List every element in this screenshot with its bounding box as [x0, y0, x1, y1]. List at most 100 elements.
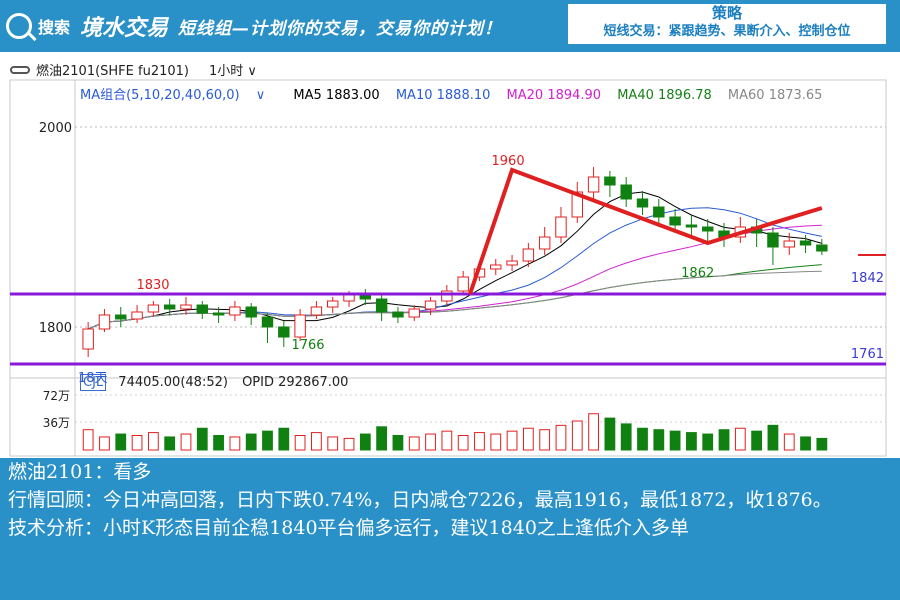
volume-bar — [539, 429, 551, 451]
ma-line — [88, 270, 822, 330]
candle-body — [229, 306, 241, 316]
candle-body — [343, 294, 355, 302]
header-banner: 搜索 境水交易 短线组—计划你的交易，交易你的计划！ 策略 短线交易：紧跟趋势、… — [0, 0, 900, 52]
volume-bar — [816, 437, 828, 451]
candle-body — [490, 264, 502, 270]
volume-bar — [718, 429, 730, 451]
candle-body — [180, 304, 192, 310]
volume-bar — [653, 429, 665, 451]
low-label: 1766 — [291, 338, 324, 353]
candle-body — [538, 236, 551, 250]
right-support-label: 1842 — [851, 271, 884, 286]
volume-bar — [262, 430, 273, 451]
y-tick-label: 1800 — [39, 321, 72, 336]
volume-bar — [392, 435, 404, 451]
ma-group-select[interactable]: MA组合(5,10,20,40,60,0) ∨ — [80, 88, 277, 103]
candle-body — [441, 290, 453, 302]
volume-bar — [408, 436, 420, 451]
volume-bar — [343, 437, 355, 451]
ma5-label: MA5 1883.00 — [293, 88, 380, 103]
candle-body — [555, 216, 567, 238]
volume-bar — [702, 433, 714, 451]
volume-legend: CJL 74405.00(48:52) OPID 292867.00 — [80, 374, 349, 391]
candle-body — [718, 230, 730, 238]
y-tick-label: 2000 — [39, 121, 72, 136]
ma-line — [88, 191, 822, 330]
candle-body — [375, 298, 388, 313]
candle-body — [702, 226, 714, 232]
volume-bar — [213, 435, 224, 451]
candle-body — [620, 184, 632, 200]
opid-value: OPID 292867.00 — [242, 375, 349, 390]
volume-bar — [311, 432, 322, 451]
slogan: 短线组—计划你的交易，交易你的计划！ — [178, 19, 502, 39]
volume-bar — [359, 433, 371, 451]
ma-legend: MA组合(5,10,20,40,60,0) ∨ MA5 1883.00 MA10… — [80, 84, 834, 103]
volume-bar — [751, 430, 763, 451]
candle-body — [163, 304, 176, 310]
volume-bar — [457, 435, 469, 451]
volume-bar — [637, 427, 648, 451]
candle-body — [327, 300, 339, 308]
ma-line — [88, 207, 822, 330]
ma20-label: MA20 1894.90 — [506, 88, 602, 103]
link-icon[interactable] — [10, 65, 30, 74]
recent-low-label: 1862 — [681, 266, 714, 281]
candle-body — [506, 260, 518, 266]
volume-bar — [425, 433, 436, 451]
volume-bar — [82, 429, 94, 451]
volume-bar — [783, 433, 795, 451]
volume-bar — [620, 423, 632, 451]
candle-body — [294, 314, 306, 338]
ma-line — [88, 224, 822, 330]
candle-body — [816, 244, 828, 252]
volume-bar — [196, 427, 208, 451]
symbol-label: 燃油2101(SHFE fu2101) — [36, 64, 189, 79]
volume-bar — [734, 427, 746, 451]
candle-body — [310, 306, 323, 316]
candle-body — [457, 276, 469, 292]
period-select[interactable]: 1小时 ∨ — [209, 60, 257, 79]
candle-body — [473, 268, 486, 278]
volume-bar — [474, 432, 485, 451]
lower-support-label: 1761 — [851, 347, 884, 362]
ma-line — [88, 264, 822, 330]
candle-body — [424, 300, 437, 310]
brand-name: 境水交易 — [80, 16, 169, 41]
chevron-down-icon: ∨ — [251, 88, 266, 103]
candle-body — [604, 176, 616, 186]
chevron-down-icon: ∨ — [243, 64, 257, 79]
volume-bar — [490, 433, 502, 451]
candle-body — [261, 316, 274, 328]
candle-body — [587, 176, 600, 193]
ma-group-label: MA组合(5,10,20,40,60,0) — [80, 88, 240, 103]
candle-body — [245, 306, 257, 318]
volume-bar — [327, 436, 339, 451]
volume-indicator-label[interactable]: CJL — [80, 374, 107, 391]
candle-body — [734, 226, 747, 238]
volume-bar — [522, 427, 534, 451]
strategy-text: 短线交易：紧跟趋势、果断介入、控制仓位 — [603, 24, 851, 39]
candle-body — [571, 191, 584, 218]
high-label: 1960 — [492, 154, 525, 169]
candle-body — [767, 232, 779, 248]
candle-body — [685, 224, 698, 228]
volume-bar — [767, 424, 779, 451]
volume-bar — [164, 436, 176, 451]
ma10-label: MA10 1888.10 — [395, 88, 491, 103]
candle-body — [392, 311, 404, 318]
search-icon — [6, 13, 32, 39]
resistance-label: 1830 — [136, 278, 169, 293]
volume-bar — [180, 433, 192, 451]
volume-bar — [669, 430, 681, 451]
candle-body — [147, 304, 160, 313]
period-label: 1小时 — [208, 64, 244, 79]
candle-body — [212, 312, 225, 316]
volume-tick-label: 36万 — [43, 416, 70, 430]
volume-bar — [588, 413, 599, 451]
trend-line — [468, 167, 823, 295]
candle-body — [522, 248, 535, 262]
candle-body — [750, 226, 763, 234]
commentary-analysis: 技术分析：小时K形态目前企稳1840平台偏多运行，建议1840之上逢低介入多单 — [8, 517, 689, 539]
volume-bar — [245, 433, 257, 451]
